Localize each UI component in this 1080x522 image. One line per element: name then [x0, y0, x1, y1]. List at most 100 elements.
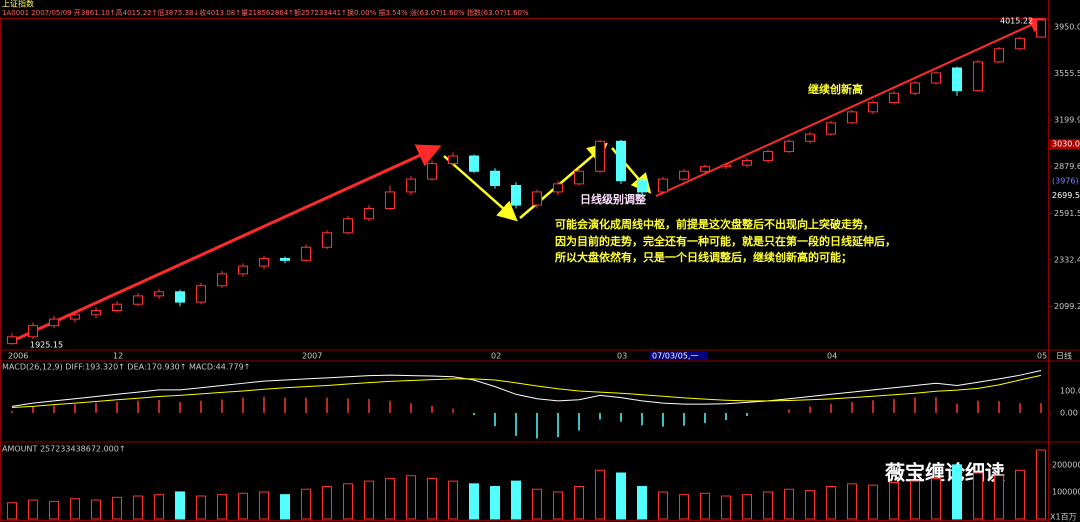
candle-body	[994, 48, 1004, 63]
amount-bar	[889, 481, 899, 520]
macd-label: MACD(26,12,9) DIFF:193.320↑ DEA:170.930↑…	[2, 363, 250, 372]
x-tick-label: 2006	[8, 352, 28, 361]
y-tick-label: 3950.0	[1054, 22, 1080, 31]
amount-bar	[280, 494, 290, 520]
amount-bar	[1036, 449, 1046, 520]
candle-body	[112, 303, 122, 312]
candle-body	[385, 191, 395, 209]
amount-bar	[805, 490, 815, 520]
candle-body	[154, 291, 164, 297]
candle-body	[49, 318, 59, 327]
amount-bar	[490, 486, 500, 520]
amount-bar	[49, 500, 59, 520]
amount-bar	[994, 475, 1004, 520]
candle-body	[322, 232, 332, 248]
low-label: 1925.15	[30, 341, 63, 350]
cursor-date: 07/03/05,一	[652, 352, 698, 361]
period: 日线	[1056, 351, 1072, 361]
amount-bar	[1015, 469, 1025, 520]
candle-body	[469, 155, 479, 172]
candle-body	[805, 133, 815, 142]
x-tick-label: 2007	[302, 352, 322, 361]
amount-bar	[910, 480, 920, 520]
amount-bar	[952, 464, 962, 520]
amount-bar	[469, 483, 479, 520]
amount-bar	[700, 492, 710, 520]
amount-bar	[973, 472, 983, 520]
candle-body	[637, 180, 647, 193]
candle-body	[343, 218, 353, 234]
candle-body	[742, 160, 752, 166]
price-highlight	[1050, 139, 1080, 150]
candle-body	[679, 170, 689, 180]
amount-bar	[175, 491, 185, 520]
amount-bar	[343, 483, 353, 520]
amount-bar	[112, 496, 122, 520]
amount-bar	[217, 494, 227, 520]
y-tick-label: 2879.6	[1054, 162, 1080, 171]
y-tick-label: 0.00	[1060, 408, 1078, 417]
amount-bar	[70, 498, 80, 520]
x-tick-label: 03	[617, 352, 627, 361]
amount-bar	[931, 477, 941, 520]
candle-body	[658, 178, 668, 193]
candle-body	[511, 184, 521, 206]
amount-bar	[721, 495, 731, 520]
amount-bar	[763, 491, 773, 520]
amount-bar	[301, 488, 311, 520]
y-tick-label: 200000	[1052, 460, 1080, 469]
annotation-line: 可能会演化成周线中枢，前提是这次盘整后不出现向上突破走势，	[555, 217, 874, 231]
amount-bar	[784, 488, 794, 520]
y-tick-label: 2332.4	[1054, 255, 1080, 264]
candle-body	[973, 61, 983, 92]
candle-body	[1015, 37, 1025, 50]
amount-bar	[322, 486, 332, 520]
candle-body	[7, 336, 17, 345]
amount-bar	[406, 475, 416, 520]
amount-bar	[238, 492, 248, 520]
amount-bar	[133, 495, 143, 520]
x-tick-label: 04	[827, 352, 837, 361]
amount-bar	[658, 491, 668, 520]
annotation: 继续创新高	[808, 82, 863, 96]
amount-bar	[553, 491, 563, 520]
candle-body	[763, 151, 773, 162]
amount-bar	[364, 480, 374, 520]
amount-bar	[826, 486, 836, 520]
candle-body	[406, 178, 416, 193]
candle-body	[700, 166, 710, 172]
y-tick-label: 100.00	[1060, 387, 1080, 396]
amount-bar	[259, 491, 269, 520]
dea-line	[11, 374, 1042, 408]
x-tick-label: 02	[491, 352, 501, 361]
trend-arrows	[9, 17, 1046, 344]
diff-line	[11, 370, 1042, 407]
candle-body	[574, 170, 584, 185]
candle-body	[1036, 19, 1046, 38]
candle-body	[784, 140, 794, 153]
candle-body	[91, 310, 101, 316]
candle-body	[427, 163, 437, 180]
candle-body	[616, 140, 626, 182]
candle-body	[238, 265, 248, 275]
amount-label: AMOUNT 257233438672.000↑	[2, 445, 126, 454]
y-tick-label: 2591.5	[1054, 209, 1080, 218]
amount-bar	[595, 469, 605, 520]
candle-body	[826, 122, 836, 135]
amount-bar	[511, 480, 521, 520]
y-tick-label: 3555.5	[1054, 69, 1080, 78]
amount-bar	[427, 477, 437, 520]
x-tick-label: 12	[113, 352, 123, 361]
watermark: 薇宝缠论细读	[885, 461, 1005, 485]
candle-body	[553, 183, 563, 193]
annotation-line: 所以大盘依然有，只是一个日线调整后，继续创新高的可能；	[555, 250, 852, 264]
x-tick-label: 05	[1037, 352, 1047, 361]
amount-bar	[637, 486, 647, 520]
cursor-box	[650, 351, 708, 360]
amount-bar	[154, 494, 164, 520]
candle-body	[301, 246, 311, 261]
amount-bar	[91, 499, 101, 520]
count-label: (3976)	[1052, 177, 1079, 186]
